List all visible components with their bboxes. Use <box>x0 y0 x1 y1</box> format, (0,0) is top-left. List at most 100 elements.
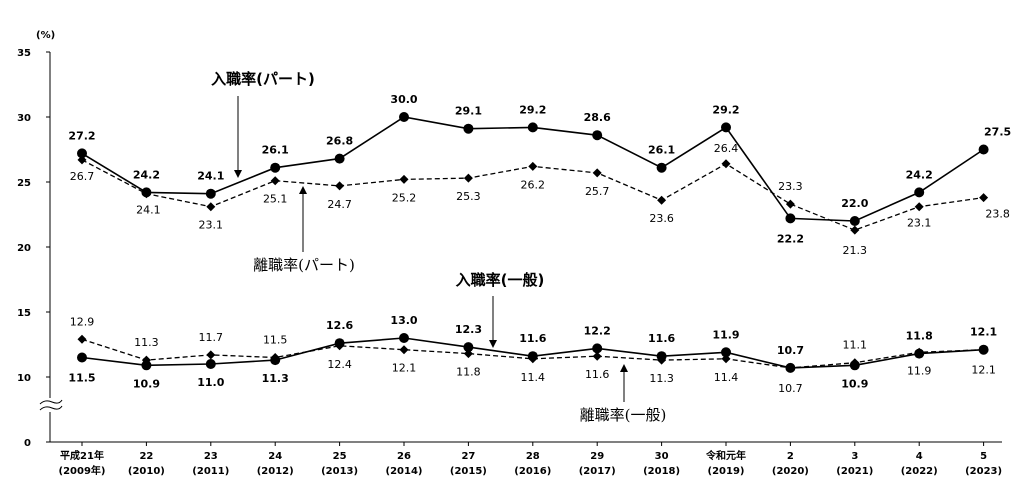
data-point <box>592 343 603 354</box>
annotation-arrowhead <box>299 186 307 194</box>
x-tick-label: 28 <box>526 451 540 462</box>
data-point <box>914 202 924 212</box>
y-tick-label: 10 <box>17 373 31 384</box>
x-tick-label-year: (2011) <box>192 466 229 477</box>
data-label: 23.1 <box>907 217 932 230</box>
data-label: 11.0 <box>197 376 224 389</box>
data-point <box>77 148 87 159</box>
data-label: 11.6 <box>648 332 675 345</box>
data-label: 12.9 <box>70 315 95 328</box>
data-label: 30.0 <box>390 93 417 106</box>
data-label: 24.7 <box>327 198 352 211</box>
data-point <box>785 363 795 373</box>
x-tick-label: 26 <box>397 451 411 462</box>
data-label: 25.2 <box>392 191 417 204</box>
series-line <box>81 338 984 369</box>
data-point <box>463 342 474 353</box>
data-label: 29.2 <box>519 103 546 116</box>
data-point <box>849 216 860 226</box>
annotation-arrowhead <box>489 340 497 348</box>
data-label: 11.6 <box>585 368 610 381</box>
data-label-layer: 27.2 24.2 24.1 26.1 26.8 30.0 29.1 29.2 28.6 26.1… <box>68 93 1011 395</box>
data-label: 11.7 <box>199 331 224 344</box>
x-tick-label-year: (2013) <box>321 466 358 477</box>
data-point <box>141 360 152 371</box>
y-tick-label: 0 <box>24 438 31 449</box>
data-point <box>463 349 473 359</box>
data-point <box>77 334 87 344</box>
data-point <box>656 162 667 173</box>
data-label: 11.1 <box>843 339 868 352</box>
axis-break-mark <box>39 405 63 411</box>
data-point <box>592 130 603 141</box>
data-point <box>721 354 731 364</box>
x-tick-label: 27 <box>461 451 475 462</box>
y-tick-label: 25 <box>17 178 31 189</box>
data-label: 24.1 <box>136 204 161 217</box>
data-point <box>978 144 989 155</box>
x-tick-label-year: (2014) <box>386 466 423 477</box>
data-point <box>527 122 538 133</box>
data-point <box>850 225 860 235</box>
data-point <box>335 341 345 351</box>
data-point <box>270 176 280 186</box>
data-label: 22.0 <box>841 197 868 210</box>
series-3 <box>77 334 989 373</box>
data-point <box>463 123 474 134</box>
data-label: 12.1 <box>392 362 417 375</box>
data-label: 26.4 <box>714 142 739 155</box>
data-label: 11.8 <box>906 330 933 343</box>
data-label: 26.7 <box>70 170 95 183</box>
data-point <box>721 347 731 358</box>
x-tick-label: 23 <box>204 451 218 462</box>
data-label: 21.3 <box>843 244 868 257</box>
annotation-label: 入職率(一般) <box>456 271 545 289</box>
data-label: 11.4 <box>521 371 546 384</box>
data-label: 27.2 <box>68 129 95 142</box>
series-1 <box>77 155 989 235</box>
data-point <box>270 162 281 173</box>
data-point <box>528 354 538 364</box>
x-tick-label-year: (2018) <box>643 466 680 477</box>
data-label: 27.5 <box>984 126 1011 139</box>
data-label: 23.8 <box>985 208 1010 221</box>
data-point <box>850 358 860 368</box>
data-label: 10.7 <box>777 344 804 357</box>
x-tick-label: 30 <box>655 451 669 462</box>
data-label: 23.6 <box>649 212 674 225</box>
x-tick-label: 平成21年 <box>60 449 104 462</box>
data-label: 22.2 <box>777 232 804 245</box>
x-tick-label-year: (2019) <box>708 466 745 477</box>
data-label: 11.3 <box>262 372 289 385</box>
x-tick-label: 2 <box>787 451 794 462</box>
data-label: 24.2 <box>906 168 933 181</box>
x-tick-label: 29 <box>590 451 604 462</box>
annotation-label: 離職率(パート) <box>253 256 355 274</box>
data-label: 24.2 <box>133 168 160 181</box>
data-label: 25.7 <box>585 185 610 198</box>
data-label: 13.0 <box>390 314 417 327</box>
y-tick-label: 20 <box>17 243 31 254</box>
data-label: 26.2 <box>521 178 546 191</box>
data-point <box>206 202 216 212</box>
data-label: 11.3 <box>649 372 674 385</box>
data-label: 11.9 <box>907 364 932 377</box>
data-label: 12.2 <box>584 324 611 337</box>
x-tick-label-year: (2015) <box>450 466 487 477</box>
x-tick-label-year: (2017) <box>579 466 616 477</box>
data-point <box>141 355 151 365</box>
x-tick-label: 4 <box>916 451 923 462</box>
x-tick-label: 5 <box>980 451 987 462</box>
data-label: 29.1 <box>455 105 482 118</box>
x-tick-label-year: (2016) <box>514 466 551 477</box>
annotation-label: 入職率(パート) <box>211 70 315 88</box>
data-point <box>334 153 345 164</box>
y-tick-label: 15 <box>17 308 31 319</box>
x-tick-label: 22 <box>139 451 153 462</box>
data-point <box>335 181 345 191</box>
series-0 <box>77 112 989 226</box>
data-label: 25.3 <box>456 190 481 203</box>
data-label: 12.6 <box>326 319 353 332</box>
data-point <box>77 155 87 165</box>
